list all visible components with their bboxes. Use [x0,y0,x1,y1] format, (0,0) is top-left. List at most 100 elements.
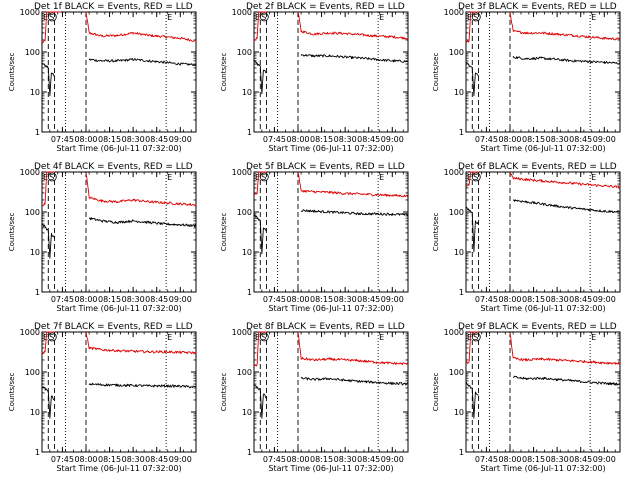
y-tick-label: 1 [35,448,40,457]
event-marker-circle [47,12,57,22]
x-tick-label: 08:45 [145,295,168,304]
event-marker-label: E [167,333,172,342]
event-marker-circle [471,332,481,342]
x-tick-label: 08:15 [98,455,121,464]
series-line-events [465,375,621,419]
x-axis-label: Start Time (06-Jul-11 07:32:00) [268,144,393,153]
x-tick-label: 08:30 [546,135,569,144]
x-tick-label: 08:45 [145,135,168,144]
x-axis-label: Start Time (06-Jul-11 07:32:00) [268,464,393,473]
y-axis-label: Counts/sec [432,53,440,92]
series-line-events [253,209,409,255]
y-axis-label: Counts/sec [220,53,228,92]
x-tick-label: 09:00 [593,295,616,304]
y-axis-label: Counts/sec [432,373,440,412]
x-tick-label: 08:15 [522,295,545,304]
panel-det-4: Det 4f BLACK = Events, RED = LLD Counts/s… [8,162,197,313]
panel-title: Det 2f BLACK = Events, RED = LLD [246,2,405,12]
event-marker-label: E [43,333,48,342]
y-tick-label: 1000 [444,8,464,17]
x-tick-label: 08:15 [98,295,121,304]
event-marker-label: S [49,333,54,342]
x-tick-label: 08:45 [569,135,592,144]
plot-frame [465,171,621,293]
series-line-events [41,217,197,259]
y-tick-label: 1 [459,128,464,137]
y-tick-label: 1 [35,128,40,137]
event-marker-label: E [591,333,596,342]
x-tick-label: 08:30 [334,135,357,144]
panel-det-7: Det 7f BLACK = Events, RED = LLD Counts/s… [8,322,197,473]
y-axis-label: Counts/sec [220,373,228,412]
y-tick-label: 100 [237,208,252,217]
plot-frame [253,171,409,293]
x-tick-label: 07:45 [51,455,74,464]
y-tick-label: 10 [242,88,252,97]
y-tick-label: 1000 [20,328,40,337]
series-line-events [465,199,621,253]
event-marker-label: E [467,333,472,342]
event-marker-label: S [261,13,266,22]
plot-frame [253,331,409,453]
event-marker-label: S [49,13,54,22]
event-marker-label: E [255,13,260,22]
x-axis-label: Start Time (06-Jul-11 07:32:00) [480,464,605,473]
series-line-lld [41,331,197,355]
y-tick-label: 10 [242,408,252,417]
y-axis-label: Counts/sec [220,213,228,252]
event-marker-label: E [167,173,172,182]
plot-frame [41,11,197,133]
x-tick-label: 08:00 [286,455,309,464]
event-marker-circle [47,172,57,182]
y-tick-label: 1000 [232,328,252,337]
x-tick-label: 08:45 [357,135,380,144]
series-line-lld [41,171,197,207]
event-marker-circle [259,12,269,22]
y-tick-label: 100 [25,48,40,57]
series-line-lld [465,11,621,43]
x-axis-label: Start Time (06-Jul-11 07:32:00) [268,304,393,313]
panel-title: Det 6f BLACK = Events, RED = LLD [458,162,617,172]
x-tick-label: 08:30 [122,455,145,464]
x-tick-label: 07:45 [475,455,498,464]
y-tick-label: 10 [454,88,464,97]
event-marker-label: E [591,173,596,182]
panel-det-6: Det 6f BLACK = Events, RED = LLD Counts/s… [432,162,621,313]
x-tick-label: 08:00 [498,455,521,464]
y-tick-label: 1 [459,448,464,457]
plot-frame [41,171,197,293]
x-tick-label: 09:00 [593,455,616,464]
x-tick-label: 08:30 [334,455,357,464]
y-tick-label: 10 [242,248,252,257]
event-marker-label: S [473,333,478,342]
x-tick-label: 08:00 [74,135,97,144]
x-tick-label: 08:00 [286,295,309,304]
y-tick-label: 100 [449,48,464,57]
x-tick-label: 08:00 [74,295,97,304]
series-line-events [465,55,621,97]
y-tick-label: 1000 [444,168,464,177]
x-axis-label: Start Time (06-Jul-11 07:32:00) [56,464,181,473]
y-tick-label: 1 [459,288,464,297]
y-tick-label: 1 [35,288,40,297]
event-marker-label: E [167,13,172,22]
x-tick-label: 09:00 [169,455,192,464]
plot-frame [41,331,197,453]
y-axis-label: Counts/sec [8,53,16,92]
event-marker-label: S [49,173,54,182]
series-line-events [254,376,409,419]
series-line-lld [466,171,621,189]
y-tick-label: 100 [449,208,464,217]
x-tick-label: 09:00 [381,455,404,464]
y-tick-label: 10 [454,248,464,257]
panel-det-5: Det 5f BLACK = Events, RED = LLD Counts/s… [220,162,409,313]
event-marker-label: E [379,13,384,22]
x-tick-label: 08:45 [357,455,380,464]
event-marker-circle [471,12,481,22]
y-tick-label: 1 [247,448,252,457]
x-tick-label: 08:00 [286,135,309,144]
y-tick-label: 1000 [232,168,252,177]
y-tick-label: 1000 [232,8,252,17]
panel-det-8: Det 8f BLACK = Events, RED = LLD Counts/s… [220,322,409,473]
